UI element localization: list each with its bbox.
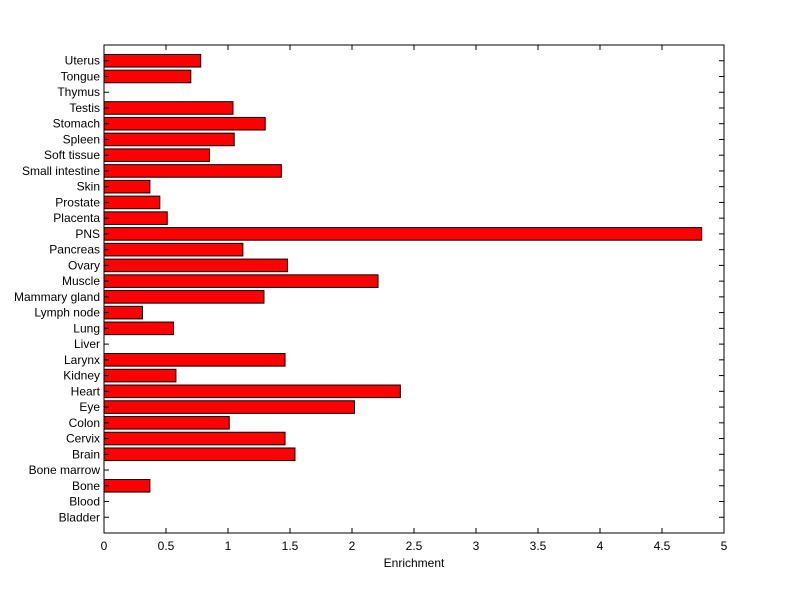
x-tick-label: 5 xyxy=(721,539,728,553)
y-tick-label: Ovary xyxy=(68,258,100,272)
x-tick-label: 4 xyxy=(597,539,604,553)
bar-pns xyxy=(103,227,703,241)
y-tick-label: Prostate xyxy=(55,195,100,209)
y-tick-label: Lung xyxy=(73,321,100,335)
y-tick-label: Pancreas xyxy=(49,243,100,257)
y-tick-label: Tongue xyxy=(61,69,101,83)
x-axis-label: Enrichment xyxy=(384,556,445,570)
y-tick-label: Eye xyxy=(79,400,100,414)
y-tick-label: Muscle xyxy=(62,274,100,288)
bar-kidney xyxy=(103,368,177,383)
bar-soft-tissue xyxy=(103,148,210,162)
bar-heart xyxy=(103,384,401,399)
y-tick-label: PNS xyxy=(75,227,100,241)
bar-small-intestine xyxy=(103,164,282,178)
x-tick-label: 1 xyxy=(225,539,232,553)
y-tick-label: Cervix xyxy=(66,432,100,446)
y-tick-label: Kidney xyxy=(63,369,100,383)
bar-prostate xyxy=(103,195,161,210)
x-tick-label: 3.5 xyxy=(530,539,547,553)
y-tick-label: Blood xyxy=(69,495,100,509)
bar-bone xyxy=(103,478,151,493)
y-tick-label: Colon xyxy=(69,416,100,430)
bar-tongue xyxy=(103,69,192,84)
y-tick-label: Bladder xyxy=(59,510,100,524)
x-tick-label: 2.5 xyxy=(406,539,423,553)
y-tick-label: Skin xyxy=(77,180,100,194)
x-tick-label: 2 xyxy=(349,539,356,553)
bar-uterus xyxy=(103,53,202,68)
y-tick-label: Larynx xyxy=(64,353,100,367)
y-tick-label: Bone marrow xyxy=(29,463,101,477)
bar-brain xyxy=(103,447,296,462)
bar-mammary-gland xyxy=(103,290,265,304)
bar-skin xyxy=(103,179,151,194)
bar-eye xyxy=(103,400,355,414)
bar-spleen xyxy=(103,132,235,147)
bar-pancreas xyxy=(103,242,244,257)
y-tick-label: Stomach xyxy=(53,117,100,131)
bar-muscle xyxy=(103,274,379,288)
bar-ovary xyxy=(103,258,289,273)
bar-lymph-node xyxy=(103,305,143,320)
y-tick-label: Bone xyxy=(72,479,100,493)
bar-larynx xyxy=(103,353,286,367)
y-tick-label: Mammary gland xyxy=(14,290,100,304)
y-tick-label: Spleen xyxy=(63,132,100,146)
y-tick-label: Uterus xyxy=(65,54,100,68)
x-tick-label: 1.5 xyxy=(282,539,299,553)
y-tick-label: Heart xyxy=(71,384,101,398)
y-tick-label: Liver xyxy=(74,337,100,351)
x-tick-label: 0 xyxy=(101,539,108,553)
y-tick-label: Lymph node xyxy=(34,306,100,320)
bar-lung xyxy=(103,321,174,336)
y-tick-label: Testis xyxy=(69,101,100,115)
bar-cervix xyxy=(103,431,286,446)
bar-colon xyxy=(103,416,230,430)
bar-stomach xyxy=(103,116,266,131)
y-tick-label: Thymus xyxy=(57,85,100,99)
y-tick-label: Brain xyxy=(72,447,100,461)
bar-testis xyxy=(103,101,234,115)
x-tick-label: 0.5 xyxy=(158,539,175,553)
x-tick-label: 4.5 xyxy=(654,539,671,553)
plot-frame xyxy=(103,44,725,534)
y-tick-label: Placenta xyxy=(53,211,100,225)
bar-placenta xyxy=(103,211,168,225)
ticks-group xyxy=(103,45,725,533)
x-tick-labels: 0 0.5 1 1.5 2 2.5 3 3.5 4 4.5 5 xyxy=(101,539,728,553)
x-tick-label: 3 xyxy=(473,539,480,553)
y-tick-label: Small intestine xyxy=(22,164,100,178)
y-tick-label: Soft tissue xyxy=(44,148,100,162)
